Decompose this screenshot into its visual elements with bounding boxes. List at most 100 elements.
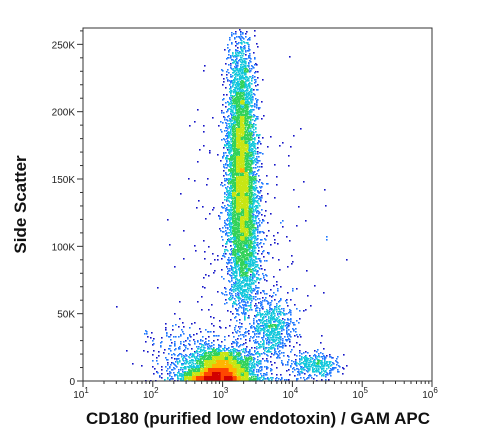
event-dot bbox=[246, 351, 248, 353]
event-dot bbox=[259, 333, 261, 335]
event-dot bbox=[250, 98, 252, 100]
event-dot bbox=[172, 369, 174, 371]
event-dot bbox=[235, 184, 237, 186]
event-dot bbox=[243, 68, 245, 70]
event-dot bbox=[235, 272, 237, 274]
event-dot bbox=[251, 159, 253, 161]
event-dot bbox=[250, 247, 252, 249]
event-dot bbox=[257, 377, 259, 379]
event-dot bbox=[241, 113, 243, 115]
event-dot bbox=[236, 93, 238, 95]
event-dot bbox=[259, 220, 261, 222]
event-dot bbox=[224, 350, 226, 352]
event-dot bbox=[238, 254, 240, 256]
event-dot bbox=[231, 120, 233, 122]
event-dot bbox=[226, 74, 228, 76]
event-dot bbox=[307, 358, 309, 360]
event-dot bbox=[235, 285, 237, 287]
event-dot bbox=[225, 243, 227, 245]
event-dot bbox=[224, 303, 226, 305]
event-dot bbox=[228, 197, 230, 199]
event-dot bbox=[237, 222, 239, 224]
event-dot bbox=[305, 361, 307, 363]
event-dot bbox=[288, 165, 290, 167]
event-dot bbox=[271, 315, 273, 317]
event-dot bbox=[228, 126, 230, 128]
event-dot bbox=[253, 132, 255, 134]
event-dot bbox=[249, 338, 251, 340]
event-dot bbox=[235, 191, 237, 193]
event-dot bbox=[259, 160, 261, 162]
event-dot bbox=[259, 312, 261, 314]
event-dot bbox=[234, 100, 236, 102]
event-dot bbox=[235, 70, 237, 72]
event-dot bbox=[171, 369, 173, 371]
event-dot bbox=[235, 166, 237, 168]
event-dot bbox=[254, 145, 256, 147]
event-dot bbox=[236, 150, 238, 152]
event-dot bbox=[233, 196, 235, 198]
event-dot bbox=[276, 284, 278, 286]
event-dot bbox=[244, 94, 246, 96]
event-dot bbox=[255, 209, 257, 211]
event-dot bbox=[234, 170, 236, 172]
event-dot bbox=[279, 342, 281, 344]
event-dot bbox=[209, 351, 211, 353]
event-dot bbox=[290, 365, 292, 367]
event-dot bbox=[235, 94, 237, 96]
event-dot bbox=[236, 212, 238, 214]
event-dot bbox=[256, 378, 258, 380]
event-dot bbox=[251, 370, 253, 372]
event-dot bbox=[264, 320, 266, 322]
event-dot bbox=[251, 179, 253, 181]
event-dot bbox=[253, 194, 255, 196]
event-dot bbox=[234, 152, 236, 154]
event-dot bbox=[262, 297, 264, 299]
event-dot bbox=[259, 310, 261, 312]
event-dot bbox=[257, 84, 259, 86]
event-dot bbox=[231, 170, 233, 172]
event-dot bbox=[248, 124, 250, 126]
event-dot bbox=[189, 354, 191, 356]
event-dot bbox=[242, 77, 244, 79]
event-dot bbox=[247, 108, 249, 110]
event-dot bbox=[248, 180, 250, 182]
event-dot bbox=[296, 362, 298, 364]
event-dot bbox=[270, 332, 272, 334]
event-dot bbox=[241, 232, 243, 234]
event-dot bbox=[254, 350, 256, 352]
event-dot bbox=[251, 173, 253, 175]
event-dot bbox=[250, 211, 252, 213]
event-dot bbox=[241, 76, 243, 78]
event-dot bbox=[277, 333, 279, 335]
event-dot bbox=[233, 218, 235, 220]
event-dot bbox=[246, 138, 248, 140]
event-dot bbox=[160, 345, 162, 347]
event-dot bbox=[232, 98, 234, 100]
event-dot bbox=[251, 368, 253, 370]
event-dot bbox=[235, 215, 237, 217]
event-dot bbox=[239, 90, 241, 92]
event-dot bbox=[287, 336, 289, 338]
event-dot bbox=[253, 290, 255, 292]
event-dot bbox=[248, 198, 250, 200]
event-dot bbox=[248, 363, 250, 365]
event-dot bbox=[284, 313, 286, 315]
event-dot bbox=[226, 111, 228, 113]
event-dot bbox=[260, 325, 262, 327]
event-dot bbox=[224, 347, 226, 349]
event-dot bbox=[245, 238, 247, 240]
event-dot bbox=[233, 91, 235, 93]
event-dot bbox=[325, 357, 327, 359]
event-dot bbox=[248, 113, 250, 115]
event-dot bbox=[263, 327, 265, 329]
event-dot bbox=[246, 160, 248, 162]
event-dot bbox=[245, 152, 247, 154]
event-dot bbox=[237, 288, 239, 290]
event-dot bbox=[232, 155, 234, 157]
event-dot bbox=[246, 258, 248, 260]
event-dot bbox=[244, 239, 246, 241]
event-dot bbox=[248, 85, 250, 87]
event-dot bbox=[253, 197, 255, 199]
event-dot bbox=[243, 112, 245, 114]
